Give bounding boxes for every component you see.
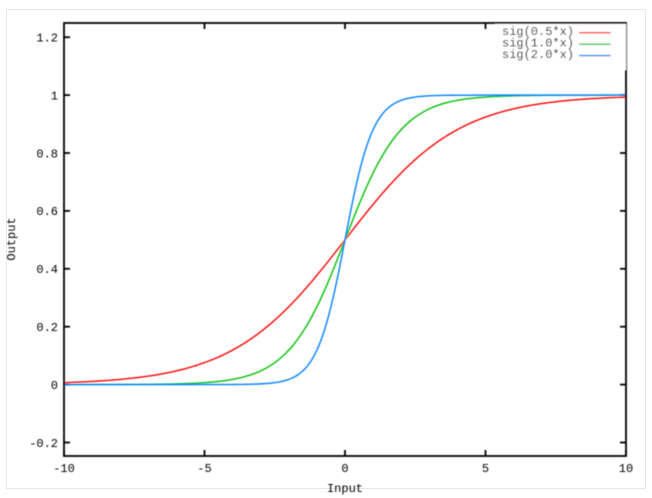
svg-text:10: 10 <box>619 462 633 476</box>
svg-text:1: 1 <box>51 89 58 103</box>
svg-text:-5: -5 <box>197 462 211 476</box>
svg-text:0.2: 0.2 <box>36 321 58 335</box>
svg-text:sig(2.0*x): sig(2.0*x) <box>502 48 574 62</box>
svg-text:-10: -10 <box>53 462 75 476</box>
svg-text:0.8: 0.8 <box>36 147 58 161</box>
svg-text:0: 0 <box>341 462 348 476</box>
svg-text:Input: Input <box>327 482 363 496</box>
svg-text:0.6: 0.6 <box>36 205 58 219</box>
svg-text:5: 5 <box>482 462 489 476</box>
svg-text:0.4: 0.4 <box>36 263 58 277</box>
svg-text:-0.2: -0.2 <box>29 437 58 451</box>
svg-text:Output: Output <box>5 217 19 260</box>
svg-text:1.2: 1.2 <box>36 32 58 46</box>
svg-text:0: 0 <box>51 379 58 393</box>
